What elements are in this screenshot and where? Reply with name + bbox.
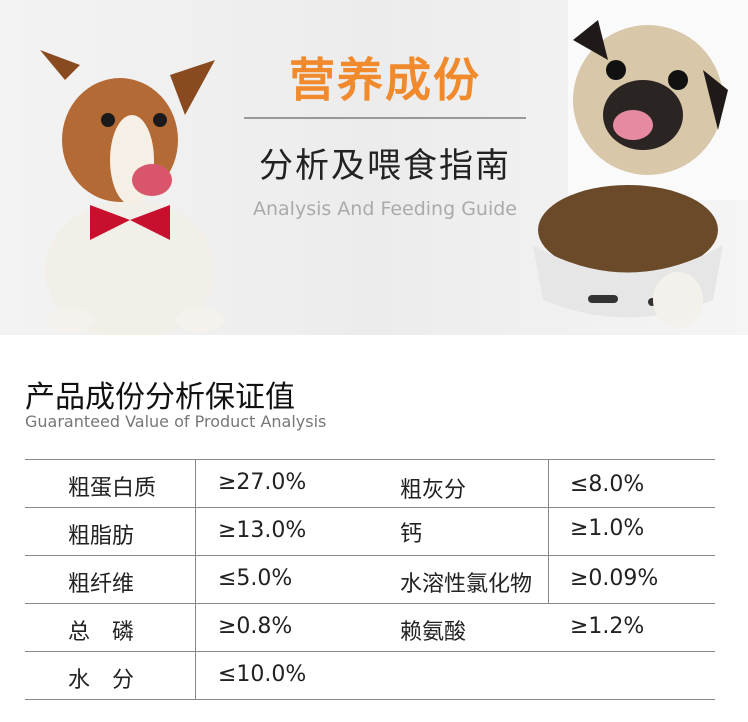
table-label: 水溶性氯化物 <box>400 572 533 597</box>
table-divider <box>25 507 715 508</box>
table-divider <box>25 459 715 460</box>
section-title-en: Guaranteed Value of Product Analysis <box>25 412 327 431</box>
table-divider <box>25 555 715 556</box>
table-label: 粗脂肪 <box>68 524 135 549</box>
table-label: 钙 <box>400 522 423 547</box>
table-value: ≥0.8% <box>218 614 293 639</box>
table-value: ≥0.09% <box>570 566 659 591</box>
table-value: ≥27.0% <box>218 470 307 495</box>
pug-with-food-bowl-image <box>533 0 748 328</box>
hero-banner: 营养成份 分析及喂食指南 Analysis And Feeding Guide <box>0 0 748 335</box>
table-value: ≤5.0% <box>218 566 293 591</box>
table-value: ≥1.2% <box>570 614 645 639</box>
table-label: 粗灰分 <box>400 478 467 503</box>
table-label: 粗纤维 <box>68 572 135 597</box>
section-title: 产品成份分析保证值 <box>25 380 295 415</box>
table-label: 粗蛋白质 <box>68 476 157 501</box>
table-label: 水 分 <box>68 668 135 693</box>
table-value: ≥13.0% <box>218 518 307 543</box>
table-divider <box>25 603 715 604</box>
title-divider <box>244 117 526 119</box>
table-label: 总 磷 <box>68 620 135 645</box>
table-divider <box>25 651 715 652</box>
table-value: ≥1.0% <box>570 516 645 541</box>
table-label: 赖氨酸 <box>400 620 467 645</box>
jack-russell-dog-image <box>40 50 225 335</box>
table-value: ≤10.0% <box>218 662 307 687</box>
table-divider <box>195 459 196 699</box>
table-value: ≤8.0% <box>570 472 645 497</box>
hero-title: 营养成份 <box>289 53 481 107</box>
hero-subtitle: 分析及喂食指南 <box>259 146 511 186</box>
hero-subtitle-en: Analysis And Feeding Guide <box>252 198 517 220</box>
table-divider <box>25 699 715 700</box>
table-divider <box>548 459 549 603</box>
